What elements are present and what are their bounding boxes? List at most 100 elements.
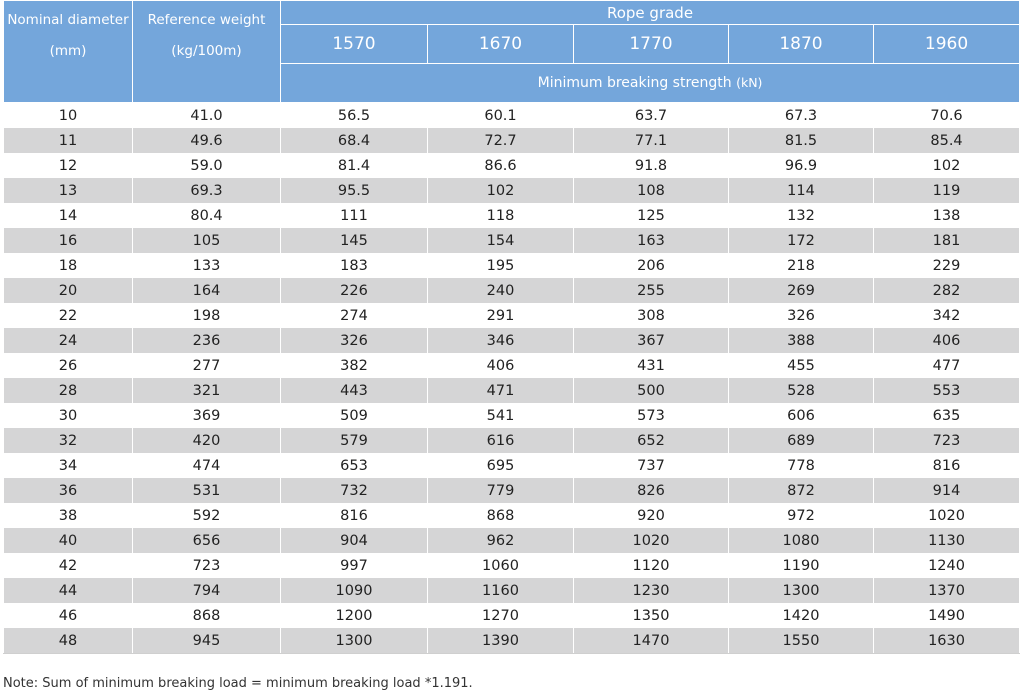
strength-1960-cell: 914 xyxy=(872,478,1021,503)
strength-1570-cell: 443 xyxy=(280,378,428,403)
strength-1570-cell: 56.5 xyxy=(280,102,428,128)
strength-1770-cell: 431 xyxy=(573,353,729,378)
strength-1770-cell: 125 xyxy=(573,203,729,228)
strength-1870-cell: 872 xyxy=(728,478,874,503)
breaking-strength-table: Nominal diameter (mm) Reference weight (… xyxy=(3,0,1021,654)
strength-1570-cell: 997 xyxy=(280,553,428,578)
strength-1960-cell: 816 xyxy=(872,453,1021,478)
strength-1960-cell: 1020 xyxy=(872,503,1021,528)
strength-1870-cell: 81.5 xyxy=(728,128,874,153)
reference-weight-cell: 723 xyxy=(132,553,281,578)
strength-1670-cell: 86.6 xyxy=(427,153,574,178)
strength-1570-cell: 1200 xyxy=(280,603,428,628)
strength-1770-cell: 1350 xyxy=(573,603,729,628)
reference-weight-cell: 164 xyxy=(132,278,281,303)
strength-1570-cell: 274 xyxy=(280,303,428,328)
reference-weight-cell: 105 xyxy=(132,228,281,253)
strength-1670-cell: 471 xyxy=(427,378,574,403)
min-breaking-strength-unit: (kN) xyxy=(736,75,763,90)
strength-1770-cell: 77.1 xyxy=(573,128,729,153)
nominal-diameter-cell: 42 xyxy=(3,553,133,578)
strength-1770-cell: 63.7 xyxy=(573,102,729,128)
nominal-diameter-cell: 14 xyxy=(3,203,133,228)
strength-1670-cell: 695 xyxy=(427,453,574,478)
strength-1870-cell: 1080 xyxy=(728,528,874,553)
reference-weight-cell: 945 xyxy=(132,628,281,654)
strength-1870-cell: 114 xyxy=(728,178,874,203)
strength-1570-cell: 1090 xyxy=(280,578,428,603)
strength-1870-cell: 778 xyxy=(728,453,874,478)
strength-1570-cell: 1300 xyxy=(280,628,428,654)
strength-1870-cell: 172 xyxy=(728,228,874,253)
strength-1570-cell: 732 xyxy=(280,478,428,503)
table-row: 40 656 904 962 1020 1080 1130 xyxy=(3,528,1021,553)
reference-weight-cell: 80.4 xyxy=(132,203,281,228)
reference-weight-cell: 369 xyxy=(132,403,281,428)
table-row: 42 723 997 1060 1120 1190 1240 xyxy=(3,553,1021,578)
grade-1960-header: 1960 xyxy=(872,24,1021,64)
table-row: 16 105 145 154 163 172 181 xyxy=(3,228,1021,253)
strength-1960-cell: 1490 xyxy=(872,603,1021,628)
strength-1770-cell: 1120 xyxy=(573,553,729,578)
grade-1570-header: 1570 xyxy=(280,24,428,64)
strength-1960-cell: 119 xyxy=(872,178,1021,203)
strength-1570-cell: 183 xyxy=(280,253,428,278)
reference-weight-cell: 420 xyxy=(132,428,281,453)
nominal-diameter-unit: (mm) xyxy=(49,43,87,59)
strength-1960-cell: 70.6 xyxy=(872,102,1021,128)
reference-weight-label: Reference weight xyxy=(147,12,266,28)
strength-1870-cell: 689 xyxy=(728,428,874,453)
strength-1770-cell: 367 xyxy=(573,328,729,353)
strength-1570-cell: 68.4 xyxy=(280,128,428,153)
nominal-diameter-label: Nominal diameter xyxy=(7,12,129,28)
nominal-diameter-cell: 48 xyxy=(3,628,133,654)
min-breaking-strength-label: Minimum breaking strength xyxy=(537,75,732,91)
strength-1870-cell: 1420 xyxy=(728,603,874,628)
strength-1570-cell: 226 xyxy=(280,278,428,303)
nominal-diameter-cell: 36 xyxy=(3,478,133,503)
nominal-diameter-cell: 13 xyxy=(3,178,133,203)
table-row: 26 277 382 406 431 455 477 xyxy=(3,353,1021,378)
strength-1960-cell: 477 xyxy=(872,353,1021,378)
table-row: 36 531 732 779 826 872 914 xyxy=(3,478,1021,503)
strength-1770-cell: 108 xyxy=(573,178,729,203)
strength-1960-cell: 102 xyxy=(872,153,1021,178)
reference-weight-cell: 59.0 xyxy=(132,153,281,178)
strength-1670-cell: 60.1 xyxy=(427,102,574,128)
nominal-diameter-cell: 44 xyxy=(3,578,133,603)
reference-weight-cell: 198 xyxy=(132,303,281,328)
strength-1670-cell: 346 xyxy=(427,328,574,353)
nominal-diameter-cell: 10 xyxy=(3,102,133,128)
footnote: Note: Sum of minimum breaking load = min… xyxy=(3,676,473,691)
strength-1670-cell: 240 xyxy=(427,278,574,303)
reference-weight-cell: 592 xyxy=(132,503,281,528)
strength-1770-cell: 255 xyxy=(573,278,729,303)
strength-1770-cell: 308 xyxy=(573,303,729,328)
strength-1960-cell: 85.4 xyxy=(872,128,1021,153)
strength-1960-cell: 1630 xyxy=(872,628,1021,654)
strength-1570-cell: 509 xyxy=(280,403,428,428)
strength-1670-cell: 1160 xyxy=(427,578,574,603)
nominal-diameter-cell: 26 xyxy=(3,353,133,378)
strength-1670-cell: 154 xyxy=(427,228,574,253)
strength-1570-cell: 326 xyxy=(280,328,428,353)
table-body: 10 41.0 56.5 60.1 63.7 67.3 70.6 11 49.6 68.4 72.7… xyxy=(3,102,1021,654)
strength-1870-cell: 96.9 xyxy=(728,153,874,178)
strength-1960-cell: 406 xyxy=(872,328,1021,353)
nominal-diameter-cell: 30 xyxy=(3,403,133,428)
reference-weight-cell: 656 xyxy=(132,528,281,553)
nominal-diameter-cell: 32 xyxy=(3,428,133,453)
nominal-diameter-cell: 46 xyxy=(3,603,133,628)
table-row: 13 69.3 95.5 102 108 114 119 xyxy=(3,178,1021,203)
strength-1770-cell: 1470 xyxy=(573,628,729,654)
strength-1960-cell: 138 xyxy=(872,203,1021,228)
strength-1570-cell: 579 xyxy=(280,428,428,453)
strength-1960-cell: 1240 xyxy=(872,553,1021,578)
nominal-diameter-cell: 20 xyxy=(3,278,133,303)
strength-1870-cell: 455 xyxy=(728,353,874,378)
strength-1870-cell: 528 xyxy=(728,378,874,403)
table-row: 22 198 274 291 308 326 342 xyxy=(3,303,1021,328)
strength-1870-cell: 972 xyxy=(728,503,874,528)
strength-1570-cell: 382 xyxy=(280,353,428,378)
strength-1770-cell: 91.8 xyxy=(573,153,729,178)
